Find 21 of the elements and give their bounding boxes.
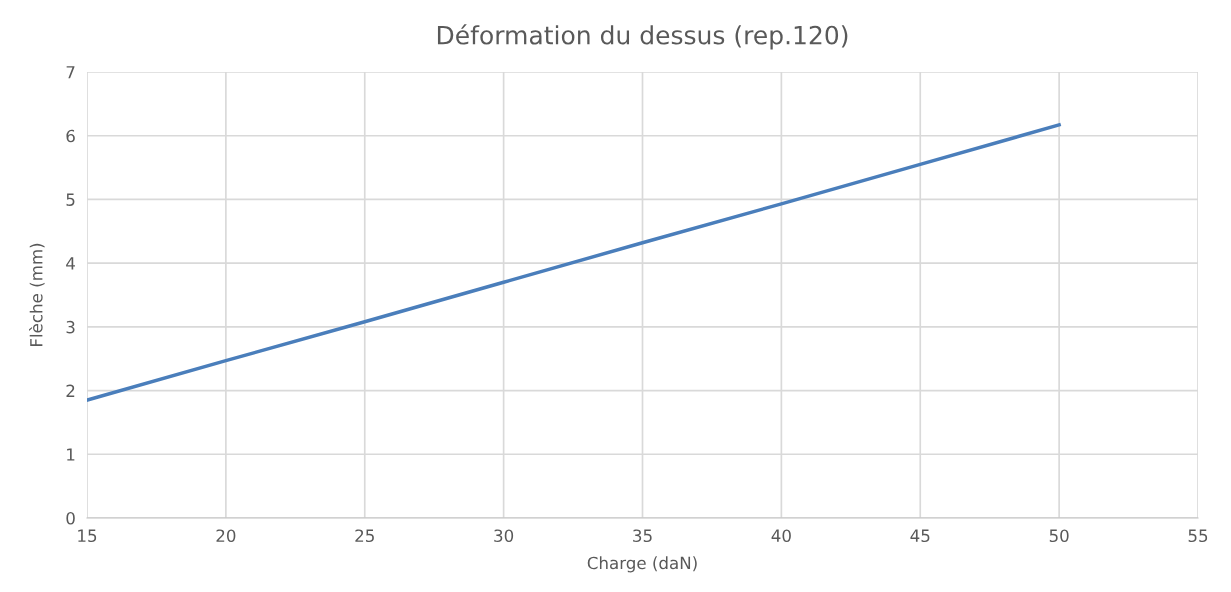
- chart-title: Déformation du dessus (rep.120): [437, 24, 848, 50]
- y-tick-label: 7: [66, 66, 75, 79]
- line-series: [87, 123, 1061, 402]
- x-tick-label: 30: [494, 529, 514, 543]
- x-axis-title: Charge (daN): [587, 556, 697, 573]
- y-tick-label: 0: [66, 511, 75, 525]
- y-axis-title: Flèche (mm): [29, 243, 45, 346]
- y-tick-label: 1: [67, 448, 75, 461]
- x-tick-label: 15: [78, 529, 97, 543]
- x-tick-label: 40: [771, 529, 791, 543]
- x-tick-label: 20: [216, 529, 236, 543]
- x-tick-label: 25: [355, 529, 374, 543]
- y-tick-label: 5: [66, 193, 75, 206]
- y-tick-label: 2: [66, 384, 75, 397]
- x-tick-label: 50: [1049, 529, 1069, 543]
- x-tick-label: 45: [910, 529, 930, 543]
- y-tick-label: 4: [66, 257, 75, 270]
- x-tick-label: 55: [1188, 529, 1208, 543]
- y-tick-label: 3: [66, 320, 75, 334]
- y-tick-label: 6: [66, 129, 75, 143]
- x-tick-label: 35: [633, 529, 652, 543]
